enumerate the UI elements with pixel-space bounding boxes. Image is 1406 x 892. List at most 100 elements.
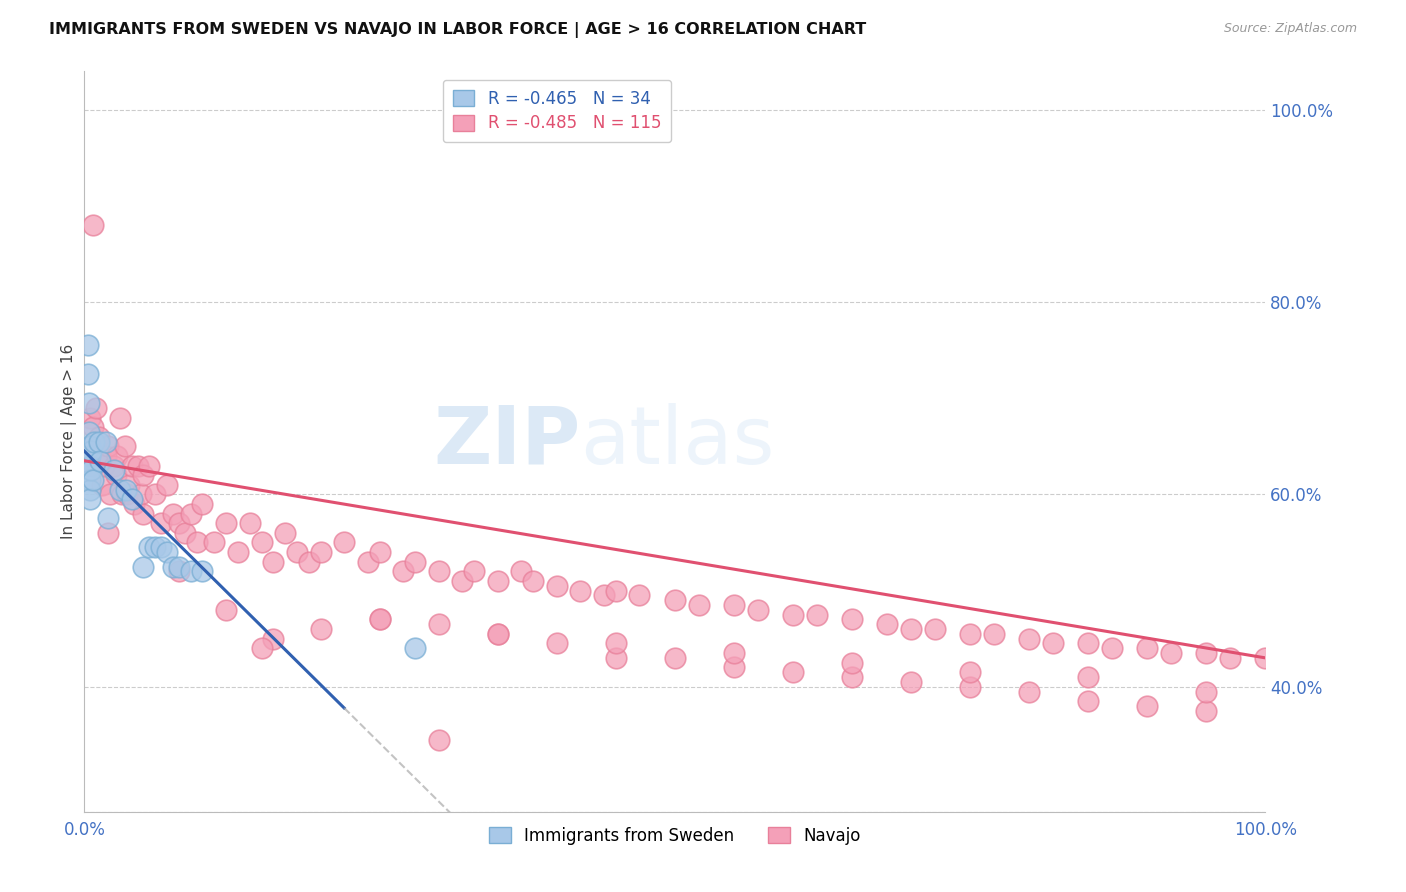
Point <box>782 665 804 680</box>
Text: atlas: atlas <box>581 402 775 481</box>
Point <box>605 636 627 650</box>
Point <box>79 439 101 453</box>
Point <box>392 565 415 579</box>
Point <box>138 458 160 473</box>
Point <box>132 559 155 574</box>
Point <box>298 555 321 569</box>
Point <box>82 420 104 434</box>
Point <box>129 487 152 501</box>
Point <box>451 574 474 588</box>
Point <box>959 680 981 694</box>
Point <box>427 732 450 747</box>
Point <box>97 525 120 540</box>
Point <box>191 565 214 579</box>
Point <box>79 483 101 497</box>
Point <box>239 516 262 531</box>
Point <box>114 439 136 453</box>
Point <box>404 555 426 569</box>
Point <box>98 487 121 501</box>
Point <box>150 516 173 531</box>
Point <box>121 492 143 507</box>
Point <box>94 434 117 449</box>
Point <box>510 565 533 579</box>
Point <box>167 559 190 574</box>
Point <box>103 463 125 477</box>
Point <box>427 565 450 579</box>
Point <box>143 487 166 501</box>
Point <box>132 507 155 521</box>
Point <box>180 565 202 579</box>
Point <box>368 612 391 626</box>
Point <box>274 525 297 540</box>
Point <box>118 478 141 492</box>
Point <box>309 622 332 636</box>
Point <box>262 555 284 569</box>
Point <box>202 535 225 549</box>
Point <box>103 458 125 473</box>
Point <box>1077 670 1099 684</box>
Text: IMMIGRANTS FROM SWEDEN VS NAVAJO IN LABOR FORCE | AGE > 16 CORRELATION CHART: IMMIGRANTS FROM SWEDEN VS NAVAJO IN LABO… <box>49 22 866 38</box>
Point <box>368 612 391 626</box>
Point <box>108 410 131 425</box>
Point <box>83 434 105 449</box>
Point <box>486 627 509 641</box>
Point <box>463 565 485 579</box>
Point <box>226 545 249 559</box>
Point <box>250 535 273 549</box>
Point <box>723 646 745 660</box>
Point <box>162 559 184 574</box>
Point <box>97 511 120 525</box>
Point <box>156 478 179 492</box>
Point <box>114 483 136 497</box>
Point <box>156 545 179 559</box>
Point <box>79 458 101 473</box>
Point <box>105 468 128 483</box>
Point <box>111 487 134 501</box>
Point <box>357 555 380 569</box>
Point <box>167 565 190 579</box>
Point <box>569 583 592 598</box>
Point <box>107 449 129 463</box>
Point <box>404 641 426 656</box>
Point <box>82 473 104 487</box>
Point <box>80 439 103 453</box>
Point <box>180 507 202 521</box>
Point <box>333 535 356 549</box>
Point <box>79 410 101 425</box>
Point <box>593 588 616 602</box>
Point <box>1136 698 1159 713</box>
Point <box>309 545 332 559</box>
Point <box>1254 651 1277 665</box>
Point <box>605 651 627 665</box>
Point <box>876 617 898 632</box>
Point <box>77 338 100 352</box>
Point <box>93 458 115 473</box>
Point <box>143 541 166 555</box>
Point <box>1018 632 1040 646</box>
Point <box>605 583 627 598</box>
Point <box>191 497 214 511</box>
Point <box>628 588 651 602</box>
Point <box>1018 684 1040 698</box>
Point <box>900 674 922 689</box>
Legend: Immigrants from Sweden, Navajo: Immigrants from Sweden, Navajo <box>482 820 868 852</box>
Point <box>77 425 100 439</box>
Point <box>87 434 110 449</box>
Point <box>80 463 103 477</box>
Point <box>115 487 138 501</box>
Point <box>250 641 273 656</box>
Point <box>162 507 184 521</box>
Point <box>688 598 710 612</box>
Point <box>97 439 120 453</box>
Point <box>959 665 981 680</box>
Point <box>1160 646 1182 660</box>
Point <box>806 607 828 622</box>
Point <box>1136 641 1159 656</box>
Point <box>77 396 100 410</box>
Text: ZIP: ZIP <box>433 402 581 481</box>
Point <box>900 622 922 636</box>
Point <box>1195 684 1218 698</box>
Point <box>89 454 111 468</box>
Point <box>924 622 946 636</box>
Point <box>167 516 190 531</box>
